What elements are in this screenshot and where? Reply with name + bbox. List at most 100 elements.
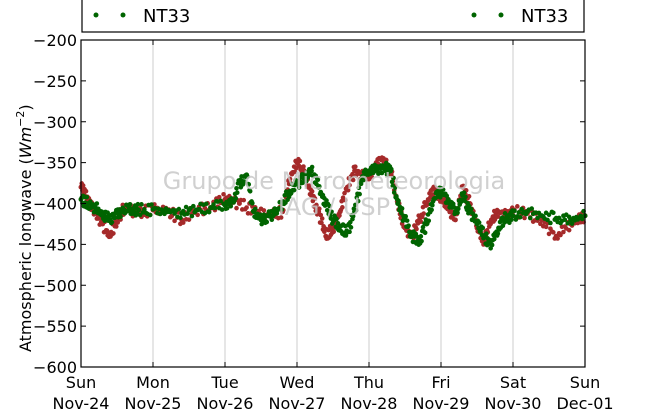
data-point-interp: [309, 189, 315, 194]
data-point-interp: [301, 164, 306, 169]
data-point-interp: [556, 215, 562, 221]
y-tick-label: −500: [33, 276, 77, 295]
data-point-interp: [300, 180, 306, 186]
data-point-interp: [347, 229, 352, 235]
y-tick-label: −450: [33, 235, 77, 254]
data-point-interp: [306, 183, 312, 188]
data-point-interp: [319, 220, 324, 226]
data-point-interp: [543, 224, 549, 230]
data-point-interp: [555, 236, 560, 241]
data-point-interp: [347, 182, 352, 188]
data-point-interp: [186, 217, 192, 222]
y-tick-label: −400: [33, 195, 77, 214]
data-point-interp: [340, 205, 345, 210]
data-point-interp: [392, 185, 398, 191]
data-point-interp: [135, 201, 141, 207]
data-point-interp: [579, 216, 585, 222]
y-tick-label: −600: [33, 358, 77, 377]
data-point-interp: [250, 200, 255, 206]
data-point-interp: [429, 207, 434, 213]
data-point-interp: [191, 203, 196, 209]
data-point-interp: [244, 205, 249, 210]
data-point-interp: [157, 211, 163, 217]
data-point-interp: [461, 183, 466, 189]
data-point-interp: [404, 218, 410, 223]
legend-label-right: NT33: [521, 6, 568, 27]
data-point-interp: [337, 213, 342, 218]
data-point-interp: [517, 214, 523, 220]
data-point-interp: [234, 190, 240, 195]
data-point-interp: [551, 230, 556, 235]
x-tick-label-date: Nov-24: [53, 394, 110, 409]
data-point-interp: [292, 169, 298, 175]
x-tick-label-date: Nov-28: [341, 394, 398, 409]
legend-marker-right-2: [498, 12, 504, 18]
series-2-points: [78, 160, 588, 251]
data-point-interp: [414, 234, 420, 240]
data-point-interp: [147, 212, 153, 218]
x-axis-ticks: Sun Nov-24 Mon Nov-25 Tue Nov-26 Wed Nov-27 Thu N…: [53, 40, 614, 409]
data-point-interp: [269, 217, 275, 223]
data-point-interp: [242, 179, 247, 184]
data-point-interp: [354, 195, 360, 200]
data-point-interp: [219, 207, 225, 212]
data-point-interp: [391, 175, 396, 181]
y-axis-label: Atmospheric longwave (Wm−2): [14, 104, 35, 352]
data-point-interp: [180, 220, 186, 225]
data-point-interp: [355, 198, 361, 204]
data-point-interp: [195, 212, 200, 218]
data-point-interp: [473, 213, 478, 219]
data-point-interp: [183, 204, 189, 210]
data-point-interp: [476, 220, 482, 225]
x-tick-label-date: Nov-26: [197, 394, 254, 409]
data-point-interp: [218, 198, 223, 204]
data-point-interp: [455, 206, 461, 212]
y-axis-label-text: Atmospheric longwave (: [16, 158, 35, 352]
data-point-interp: [278, 215, 284, 220]
data-point-interp: [206, 209, 212, 215]
data-point-interp: [109, 219, 115, 225]
data-point-interp: [234, 185, 239, 191]
legend-entry-left: NT33: [93, 6, 190, 27]
data-point-interp: [403, 214, 409, 219]
data-point: [308, 168, 314, 174]
y-tick-label: −200: [33, 31, 77, 50]
data-point-interp: [189, 213, 195, 219]
data-point-interp: [353, 208, 359, 213]
data-point-interp: [327, 203, 332, 209]
data-point-interp: [296, 185, 302, 190]
data-point-interp: [558, 232, 563, 238]
data-point-interp: [356, 185, 362, 191]
data-point-interp: [319, 216, 325, 221]
data-point-interp: [315, 177, 321, 183]
watermark-line-2: IAG / USP: [278, 193, 390, 221]
data-point-interp: [360, 177, 366, 183]
data-point-interp: [142, 206, 147, 212]
data-point-interp: [176, 206, 182, 212]
x-tick-label-day: Mon: [136, 373, 170, 392]
data-point-interp: [196, 206, 202, 212]
data-point-interp: [178, 215, 183, 221]
data-point-interp: [565, 220, 571, 226]
legend-marker-left-1: [93, 12, 99, 18]
legend-label-left: NT33: [143, 6, 190, 27]
data-point-interp: [216, 194, 222, 200]
data-point-interp: [245, 174, 250, 179]
data-point-interp: [331, 229, 337, 235]
x-tick-label-day: Sun: [66, 373, 96, 392]
data-point-interp: [314, 202, 319, 208]
data-point-interp: [569, 221, 575, 226]
data-point-interp: [309, 164, 315, 170]
x-tick-label-date: Nov-29: [413, 394, 470, 409]
y-axis-label-exponent: −2: [14, 111, 27, 127]
data-point-interp: [291, 187, 297, 193]
data-point-interp: [484, 231, 489, 237]
data-point-interp: [562, 217, 568, 223]
data-point-interp: [111, 231, 116, 236]
data-point-interp: [246, 182, 252, 187]
data-point-interp: [440, 187, 446, 192]
data-point-interp: [113, 224, 119, 229]
x-tick-label-day: Thu: [353, 373, 384, 392]
data-point-interp: [304, 178, 309, 184]
data-point-interp: [561, 229, 566, 235]
